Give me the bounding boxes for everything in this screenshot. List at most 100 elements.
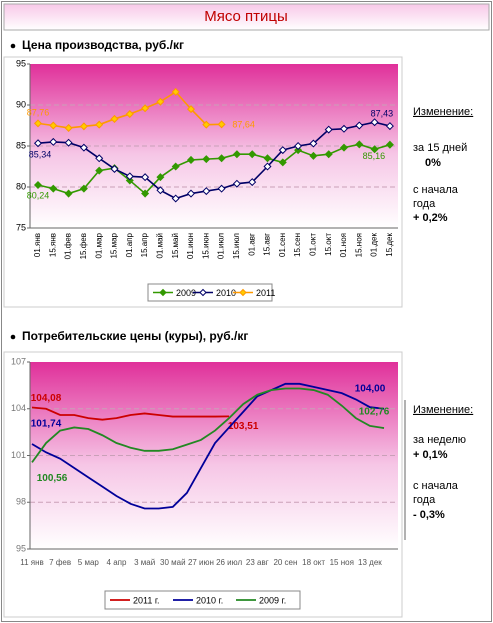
marker xyxy=(49,184,58,193)
marker xyxy=(294,146,303,155)
marker xyxy=(125,110,134,119)
marker xyxy=(33,139,43,148)
y-tick-label: 80 xyxy=(16,181,26,191)
x-tick-label: 15.июл xyxy=(232,233,241,259)
marker xyxy=(125,176,134,185)
marker xyxy=(217,154,226,163)
x-tick-label: 20 сен xyxy=(273,558,297,567)
x-tick-label: 15.янв xyxy=(48,233,57,257)
series-line xyxy=(31,387,385,463)
marker xyxy=(370,118,379,127)
marker xyxy=(202,187,211,196)
marker xyxy=(278,146,287,155)
legend-label: 2011 xyxy=(256,288,275,298)
annotation: за неделю xyxy=(413,434,466,446)
marker xyxy=(385,140,394,149)
x-tick-label: 01.дек xyxy=(370,233,379,257)
marker xyxy=(248,178,257,187)
x-tick-label: 01.янв xyxy=(33,233,42,257)
data-label: 103,51 xyxy=(228,421,259,432)
x-tick-label: 01.авг xyxy=(247,233,256,256)
x-tick-label: 15.авг xyxy=(263,233,272,256)
bullet xyxy=(10,43,16,49)
x-tick-label: 18 окт xyxy=(302,558,325,567)
marker xyxy=(186,155,196,164)
bullet xyxy=(10,334,16,340)
chart-title: Цена производства, руб./кг xyxy=(22,38,184,52)
marker xyxy=(263,162,272,171)
x-tick-label: 15.апр xyxy=(140,232,149,257)
marker xyxy=(33,119,43,128)
marker xyxy=(278,158,287,167)
chart-frame xyxy=(3,351,403,618)
x-tick-label: 26 июл xyxy=(216,558,242,567)
marker xyxy=(141,189,150,198)
marker xyxy=(355,140,364,149)
annotation: с начала xyxy=(413,480,459,492)
marker xyxy=(324,150,333,159)
y-tick-label: 107 xyxy=(11,356,26,366)
marker xyxy=(355,121,364,130)
header-box xyxy=(3,3,490,31)
legend-marker xyxy=(159,288,167,297)
marker xyxy=(171,162,180,171)
x-tick-label: 15.ноя xyxy=(354,233,363,257)
marker xyxy=(141,173,150,182)
marker xyxy=(156,97,165,106)
annotation: года xyxy=(413,198,436,210)
data-label: 80,24 xyxy=(27,190,50,200)
marker xyxy=(95,154,104,163)
legend-marker xyxy=(199,288,207,297)
data-label: 85,34 xyxy=(29,150,52,160)
marker xyxy=(125,172,134,181)
marker xyxy=(370,145,379,154)
data-label: 85,16 xyxy=(363,151,386,161)
x-tick-label: 27 июн xyxy=(188,558,214,567)
chart-frame xyxy=(3,56,403,308)
annotation: - 0,3% xyxy=(413,509,445,521)
x-tick-label: 15.окт xyxy=(324,233,333,256)
x-tick-label: 15 ноя xyxy=(330,558,354,567)
marker xyxy=(202,155,211,164)
marker xyxy=(64,189,73,198)
y-tick-label: 90 xyxy=(16,99,26,109)
marker xyxy=(186,105,196,114)
marker xyxy=(294,141,303,151)
x-tick-label: 01.апр xyxy=(125,232,134,257)
series-line xyxy=(31,382,385,510)
x-tick-label: 15.дек xyxy=(385,233,394,257)
data-label: 87,64 xyxy=(232,120,255,130)
x-tick-label: 01.июн xyxy=(186,233,195,259)
annotation: Изменение: xyxy=(413,106,473,118)
marker xyxy=(64,138,73,147)
marker xyxy=(110,164,119,173)
x-tick-label: 5 мар xyxy=(78,558,100,567)
data-label: 87,76 xyxy=(27,108,50,118)
x-tick-label: 15.июн xyxy=(201,233,210,259)
marker xyxy=(171,87,180,96)
marker xyxy=(33,181,43,190)
x-tick-label: 01.окт xyxy=(309,233,318,256)
legend-label: 2010 xyxy=(216,288,236,298)
x-tick-label: 01.май xyxy=(156,233,165,259)
annotation: года xyxy=(413,494,436,506)
y-tick-label: 75 xyxy=(16,222,26,232)
legend-marker xyxy=(239,288,247,297)
data-label: 100,56 xyxy=(37,473,68,484)
legend-label: 2010 г. xyxy=(196,595,223,605)
annotation: Изменение: xyxy=(413,404,473,416)
x-tick-label: 30 май xyxy=(160,558,186,567)
marker xyxy=(232,150,241,159)
marker xyxy=(79,122,88,131)
marker xyxy=(79,184,88,193)
marker xyxy=(339,143,349,152)
x-tick-label: 4 апр xyxy=(107,558,127,567)
data-label: 101,74 xyxy=(31,419,62,430)
marker xyxy=(156,186,165,195)
legend-label: 2009 xyxy=(176,288,196,298)
y-tick-label: 104 xyxy=(11,403,26,413)
legend-label: 2009 г. xyxy=(259,595,286,605)
x-tick-label: 3 май xyxy=(134,558,155,567)
